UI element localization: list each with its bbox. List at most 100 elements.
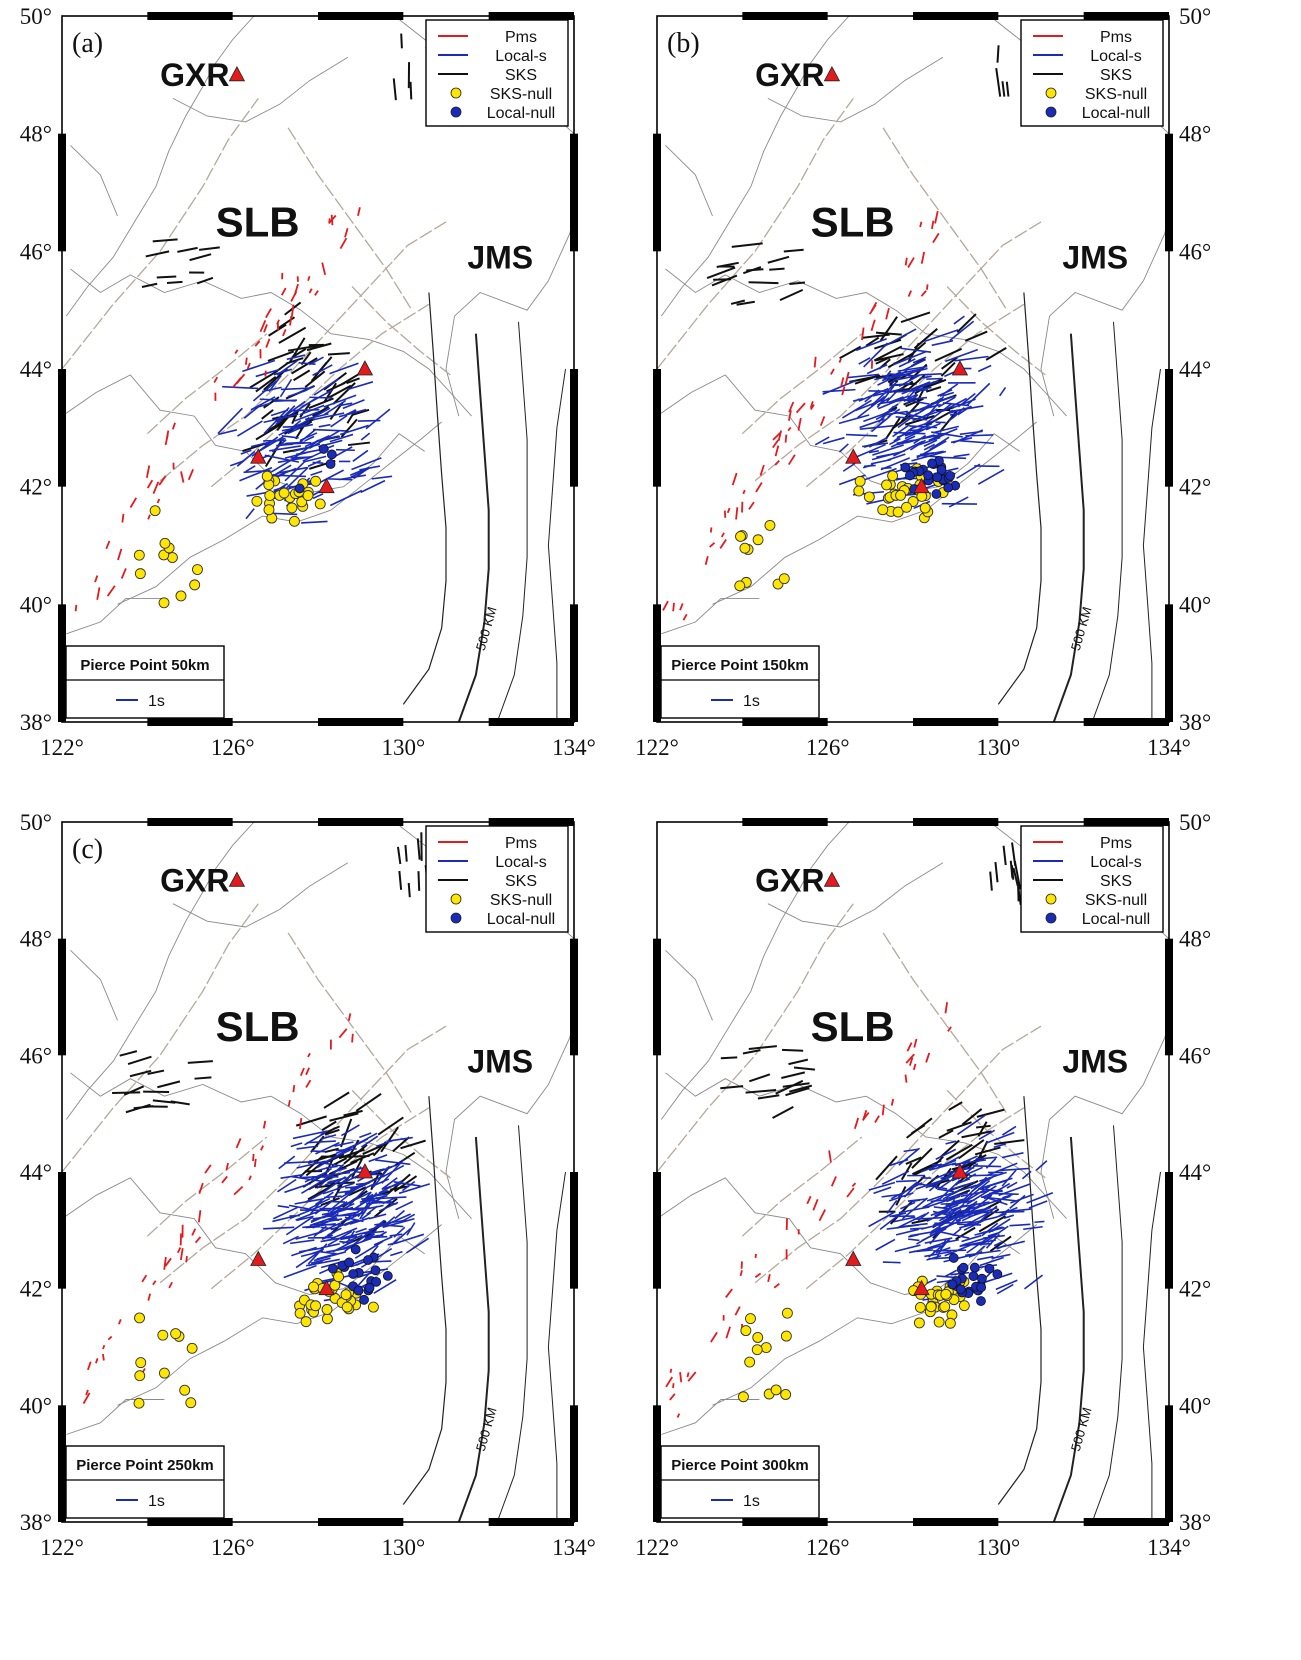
pms-bar [147, 1293, 152, 1301]
local-s-bar [958, 1201, 990, 1209]
panel-title: Pierce Point 250km [76, 1457, 214, 1474]
legend-label: SKS [505, 67, 537, 84]
local-s-bar [935, 1148, 957, 1160]
local-s-bar [361, 1211, 372, 1220]
region-label-jms: JMS [467, 1043, 533, 1079]
local-s-bar [1001, 1152, 1024, 1159]
contour-label: 500 KM [473, 1406, 500, 1453]
sks-bar [955, 1226, 976, 1241]
sks-bar [276, 415, 290, 431]
x-tick-label: 122° [635, 735, 679, 760]
panel-title: Pierce Point 150km [671, 657, 809, 674]
pms-bar [221, 1175, 228, 1184]
sks-bar [713, 278, 732, 281]
sks-null-dot [760, 1342, 772, 1353]
sks-bar [157, 1080, 181, 1089]
local-s-bar [298, 428, 317, 444]
sks-bar [1009, 860, 1014, 879]
local-s-bar [329, 433, 354, 443]
region-label-gxr: GXR [755, 863, 824, 899]
y-tick-label: 44° [1179, 1160, 1211, 1185]
sks-bar [404, 844, 408, 862]
sks-bar [340, 1155, 370, 1158]
local-s-bar [236, 450, 256, 467]
sks-bar [380, 1126, 399, 1153]
y-tick-label: 40° [1179, 1393, 1211, 1418]
pms-bar [106, 585, 116, 597]
local-s-bar [882, 1261, 901, 1264]
sks-bar [112, 1091, 141, 1094]
local-s-bar [301, 520, 328, 524]
sks-null-dot [944, 1317, 956, 1329]
sks-bar [964, 330, 988, 342]
pms-bar [874, 1115, 880, 1123]
local-s-bar [966, 382, 991, 407]
pms-bar [665, 1376, 673, 1388]
sks-bar [731, 242, 763, 248]
border-line [65, 16, 255, 317]
local-s-bar [387, 1241, 399, 1246]
local-s-bar [945, 1140, 957, 1145]
y-tick-label: 50° [20, 4, 52, 29]
pms-bar [662, 600, 669, 611]
pms-bar [253, 1158, 257, 1168]
local-s-bar [339, 402, 353, 407]
x-tick-label: 122° [40, 1535, 84, 1560]
local-s-bar [304, 1131, 327, 1146]
local-s-bar [383, 1216, 396, 1227]
local-s-bar [282, 1235, 299, 1245]
pms-bar [734, 1306, 741, 1316]
pms-bar [907, 290, 912, 297]
pms-bar [669, 1393, 676, 1401]
local-s-bar [311, 1150, 326, 1153]
pms-bar [861, 327, 865, 341]
legend-box: Pms Local-s SKS SKS-null Local-null [425, 825, 569, 933]
local-s-bar [952, 429, 984, 444]
local-s-bar [875, 413, 886, 421]
sks-bar [875, 356, 891, 365]
local-s-bar [1001, 1169, 1017, 1187]
local-s-bar [974, 1226, 1005, 1236]
sks-bar [321, 1120, 337, 1132]
legend-label: SKS [1100, 67, 1132, 84]
border-line [661, 597, 760, 635]
local-s-bar [868, 449, 880, 454]
local-s-bar [310, 1257, 331, 1265]
local-s-bar [920, 373, 942, 376]
legend-box: Pms Local-s SKS SKS-null Local-null [1020, 19, 1164, 127]
local-s-bar [284, 1182, 312, 1194]
frame-tick-top [488, 12, 574, 20]
local-s-bar [263, 413, 298, 424]
local-s-bar [986, 1162, 1018, 1177]
local-s-bar [941, 456, 967, 460]
pms-bar [197, 1210, 202, 1223]
sks-null-dot [853, 485, 865, 497]
pms-bar [263, 324, 268, 333]
scale-bar-label: 1s [148, 693, 165, 710]
local-s-bar [901, 1197, 928, 1220]
local-s-bar [314, 1191, 334, 1206]
local-s-bar [999, 1167, 1029, 1172]
local-s-bar [343, 1219, 360, 1227]
local-s-bar [330, 1200, 346, 1203]
border-line [62, 1177, 425, 1295]
local-s-bar [981, 1222, 999, 1237]
border-line [767, 862, 944, 928]
pms-bar [944, 1002, 949, 1014]
pms-bar [881, 1104, 885, 1116]
sks-null-dot [159, 537, 171, 549]
sks-null-dot [780, 1330, 792, 1342]
pms-bar [772, 439, 780, 449]
sks-bar [308, 397, 334, 409]
local-s-bar [309, 1160, 343, 1167]
local-s-bar [327, 1227, 342, 1236]
sks-bar [141, 282, 158, 288]
local-s-bar [368, 1154, 388, 1163]
border-line [767, 56, 944, 123]
slab-contour [547, 1171, 566, 1522]
local-s-bar [877, 395, 910, 410]
pms-bar [246, 362, 251, 370]
sks-bar [416, 838, 421, 860]
sks-null-dot [770, 1384, 782, 1396]
pms-bar [710, 1331, 718, 1343]
